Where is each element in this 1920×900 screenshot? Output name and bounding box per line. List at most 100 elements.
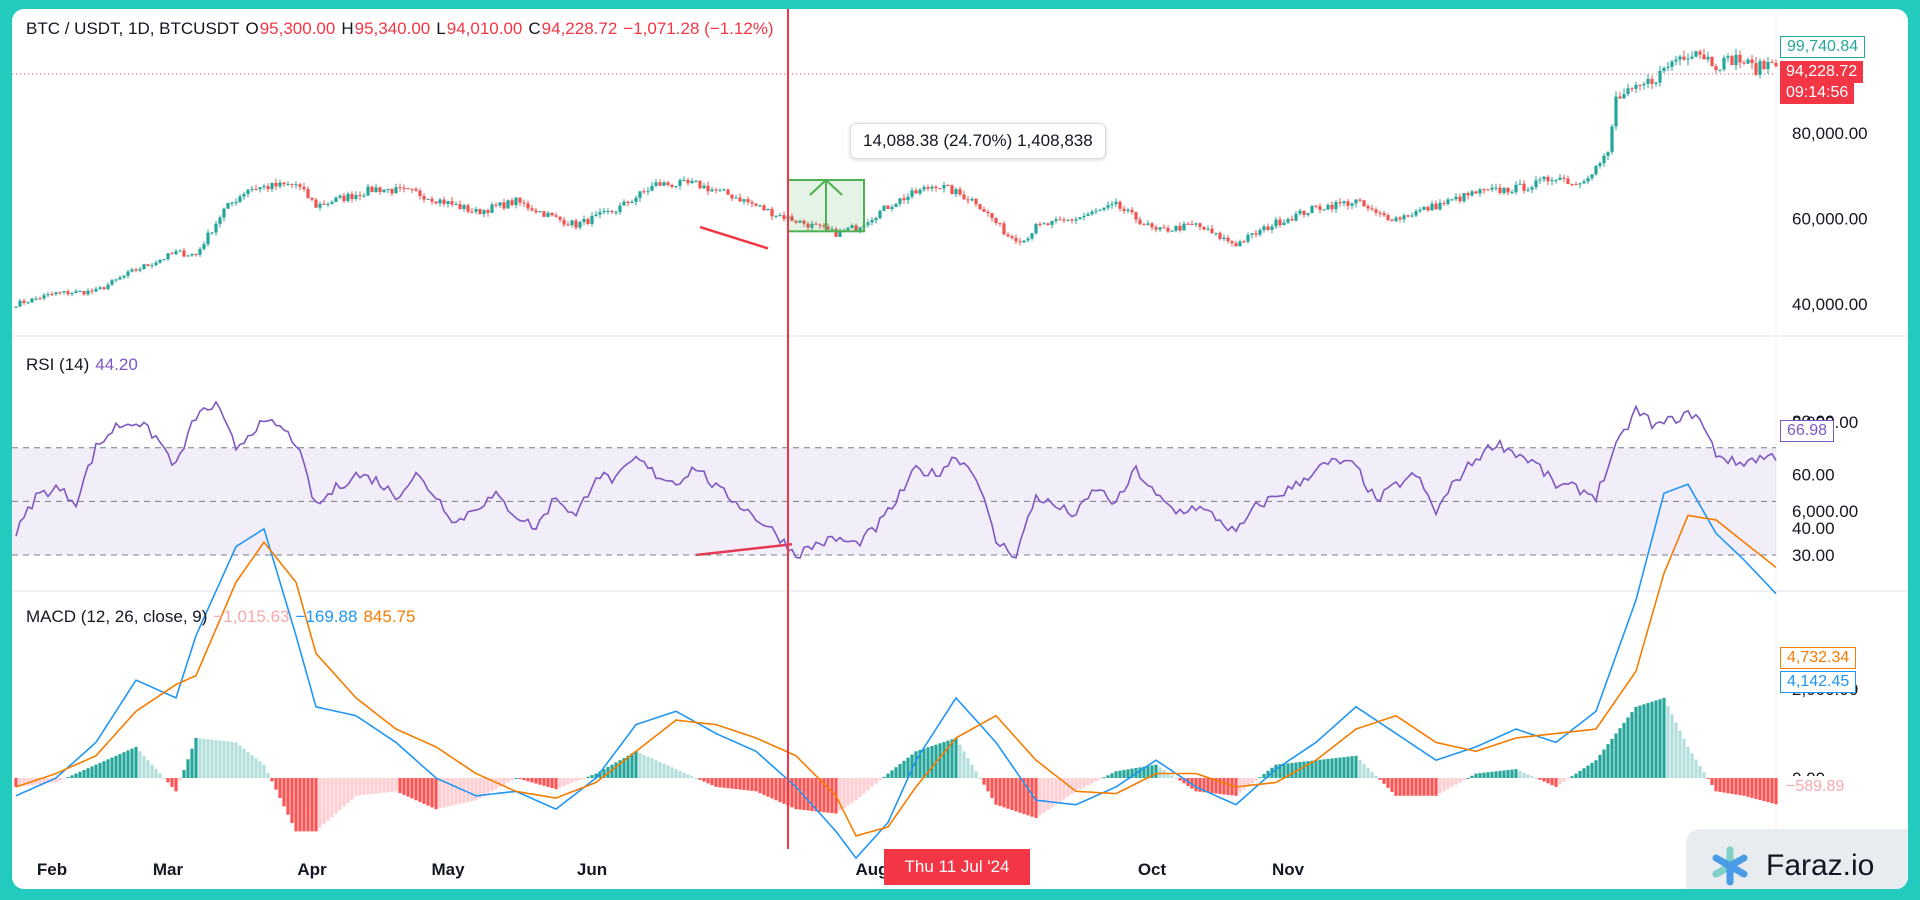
candle-body [186, 255, 190, 257]
macd-hist-bar [194, 737, 198, 778]
candle-body [590, 215, 594, 224]
macd-hist-bar [466, 778, 470, 803]
macd-hist-bar [814, 778, 818, 812]
candle-body [666, 182, 670, 185]
macd-hist-bar [1138, 767, 1142, 778]
macd-hist-bar [766, 778, 770, 797]
macd-hist-bar [890, 770, 894, 778]
macd-hist-bar [1602, 749, 1606, 778]
candle-body [1394, 217, 1398, 222]
macd-hist-bar [338, 778, 342, 811]
candle-body [1686, 58, 1690, 60]
macd-hist-bar [1658, 699, 1662, 778]
candle-body [1350, 203, 1354, 206]
candle-body [1446, 199, 1450, 204]
candle-body [146, 264, 150, 266]
candle-body [350, 193, 354, 199]
candle-body [1602, 155, 1606, 164]
macd-hist-bar [430, 778, 434, 808]
macd-title[interactable]: MACD (12, 26, close, 9) [26, 607, 208, 626]
macd-hist-bar [718, 778, 722, 788]
macd-hist-bar [1574, 773, 1578, 778]
candle-body [1606, 152, 1610, 156]
macd-hist-bar [1046, 778, 1050, 811]
macd-hist-bar [1730, 778, 1734, 794]
candle-body [1626, 88, 1630, 95]
macd-hist-bar [214, 740, 218, 778]
candle-body [422, 196, 426, 200]
candle-body [510, 200, 514, 206]
candle-body [894, 203, 898, 207]
macd-hist-bar [1666, 706, 1670, 778]
macd-hist-bar [1334, 757, 1338, 778]
macd-hist-bar [1246, 778, 1250, 787]
macd-hist-bar [946, 740, 950, 778]
candle-body [106, 284, 110, 290]
candle-body [322, 203, 326, 205]
macd-hist-bar [262, 764, 266, 778]
rsi-legend: RSI (14) 44.20 [26, 355, 144, 375]
macd-hist-bar [1694, 759, 1698, 778]
candle-body [566, 224, 570, 226]
candle-body [1362, 200, 1366, 207]
macd-hist-bar [582, 778, 586, 779]
candle-body [506, 200, 510, 209]
candle-body [1222, 237, 1226, 239]
macd-hist-bar [942, 741, 946, 778]
candle-body [70, 293, 74, 295]
candle-body [1670, 61, 1674, 67]
macd-hist-bar [1458, 778, 1462, 783]
candle-body [58, 292, 62, 294]
macd-signal-line [15, 514, 1777, 837]
macd-hist-bar [566, 778, 570, 785]
brand-badge[interactable]: Faraz.io [1686, 829, 1908, 889]
symbol-title[interactable]: BTC / USDT, 1D, BTCUSDT [26, 19, 240, 38]
candle-body [1322, 209, 1326, 211]
candle-body [194, 254, 198, 256]
candle-body [1430, 203, 1434, 211]
candle-body [1074, 219, 1078, 221]
candle-body [278, 182, 282, 187]
macd-hist-bar [1194, 778, 1198, 792]
candle-body [698, 180, 702, 189]
macd-hist-bar [1774, 778, 1778, 805]
candle-body [1510, 192, 1514, 194]
candle-body [1590, 174, 1594, 179]
candle-body [1594, 166, 1598, 175]
macd-hist-bar [306, 778, 310, 832]
macd-hist-bar [1126, 769, 1130, 778]
macd-hist-bar [902, 760, 906, 778]
candle-body [414, 188, 418, 191]
macd-hist-bar [154, 769, 158, 778]
candle-body [1774, 62, 1778, 67]
candle-body [1066, 219, 1070, 221]
macd-hist-bar [1746, 778, 1750, 797]
candle-body [670, 184, 674, 187]
macd-hist-bar [1618, 728, 1622, 778]
macd-hist-bar [922, 748, 926, 778]
candle-body [826, 226, 830, 230]
macd-hist-bar [830, 778, 834, 814]
candle-body [806, 223, 810, 228]
macd-hist-bar [642, 754, 646, 778]
macd-hist-bar [1242, 778, 1246, 790]
candle-body [1294, 213, 1298, 221]
candle-body [514, 197, 518, 206]
candle-body [986, 211, 990, 214]
macd-hist-bar [414, 778, 418, 801]
macd-hist-bar [1346, 756, 1350, 778]
candle-body [1458, 196, 1462, 202]
candle-body [582, 218, 586, 222]
macd-hist-bar [1450, 778, 1454, 787]
macd-line-value: −169.88 [295, 607, 358, 626]
macd-hist-bar [778, 778, 782, 803]
countdown-badge: 09:14:56 [1780, 82, 1855, 104]
candle-body [1582, 181, 1586, 184]
rsi-title[interactable]: RSI (14) [26, 355, 90, 374]
candle-body [1754, 63, 1758, 75]
macd-hist-bar [1766, 778, 1770, 803]
low-value: 94,010.00 [446, 19, 523, 38]
candle-body [838, 230, 842, 237]
macd-hist-bar [1154, 764, 1158, 778]
macd-hist-bar [358, 778, 362, 796]
